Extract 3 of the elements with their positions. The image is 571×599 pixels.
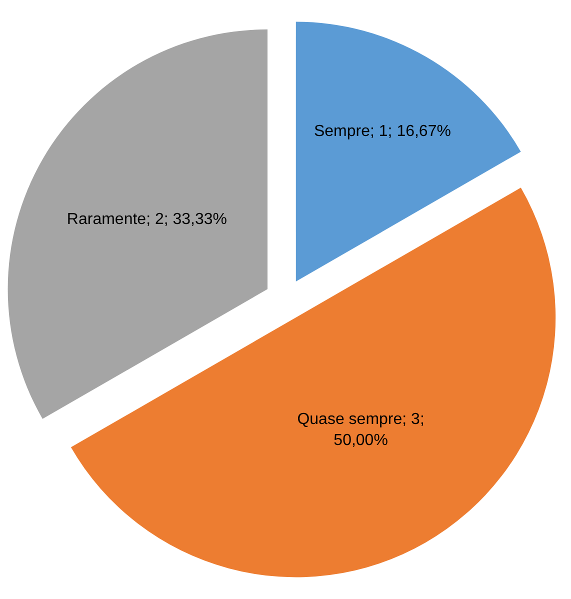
slice-label: Quase sempre; 3; 50,00% — [297, 411, 424, 449]
slice-label: Raramente; 2; 33,33% — [66, 211, 228, 228]
slice-label: Sempre; 1; 16,67% — [314, 123, 451, 140]
